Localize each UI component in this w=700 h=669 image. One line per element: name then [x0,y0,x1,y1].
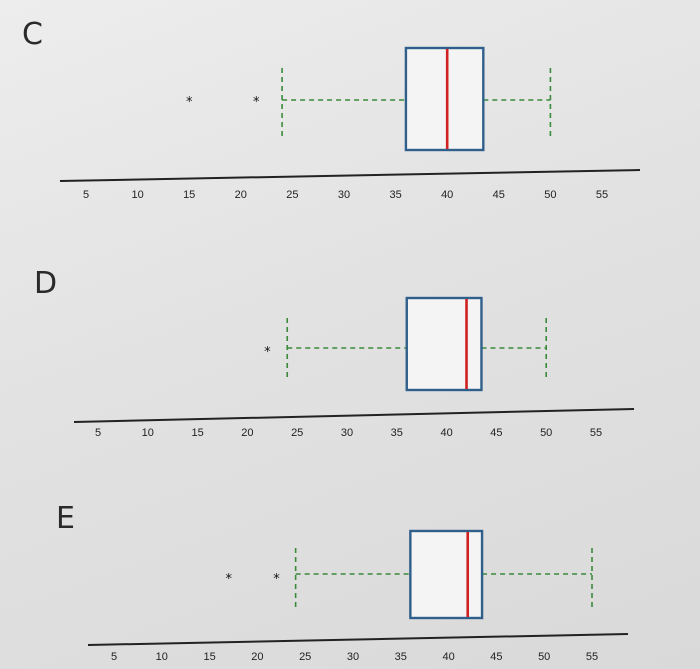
x-tick-label: 50 [538,651,550,663]
x-tick-label: 15 [191,427,203,439]
x-tick-label: 30 [347,651,359,663]
x-tick-label: 30 [341,427,353,439]
outlier-point: * [186,95,193,110]
x-tick-label: 25 [286,189,298,201]
x-tick-label: 10 [131,189,143,201]
x-tick-label: 20 [241,427,253,439]
x-tick-label: 35 [395,651,407,663]
iqr-box [404,46,485,152]
x-tick-label: 10 [156,651,168,663]
x-axis-line [59,169,641,182]
x-tick-label: 30 [338,189,350,201]
x-tick-label: 35 [391,427,403,439]
panel-label: C [22,17,43,52]
x-axis-line [87,633,629,646]
outlier-point: * [273,572,280,587]
x-tick-label: 35 [389,189,401,201]
x-tick-labels: 5 10 15 20 25 30 35 40 45 50 55 [111,651,598,663]
x-tick-label: 45 [490,651,502,663]
x-tick-label: 25 [291,427,303,439]
x-tick-label: 55 [590,427,602,439]
x-tick-label: 40 [441,189,453,201]
x-tick-label: 20 [251,651,263,663]
x-tick-labels: 5 10 15 20 25 30 35 40 45 50 55 [83,189,608,201]
outlier-point: * [264,345,271,360]
x-tick-label: 20 [235,189,247,201]
outlier-point: * [253,95,260,110]
x-tick-labels: 5 10 15 20 25 30 35 40 45 50 55 [95,427,602,439]
panel-c: C 5 10 15 20 25 30 35 40 45 50 55 * * [22,17,641,201]
panel-label: E [56,501,75,536]
panel-d: D 5 10 15 20 25 30 35 40 45 50 55 * [34,266,635,439]
x-tick-label: 25 [299,651,311,663]
boxplot: * * [186,46,552,152]
x-tick-label: 15 [183,189,195,201]
x-tick-label: 10 [142,427,154,439]
x-tick-label: 55 [586,651,598,663]
boxplot: * * [225,529,593,620]
x-tick-label: 50 [540,427,552,439]
x-tick-label: 40 [440,427,452,439]
iqr-box [409,529,484,620]
outlier-point: * [225,572,232,587]
boxplot: * [264,296,548,392]
x-tick-label: 45 [493,189,505,201]
x-tick-label: 50 [544,189,556,201]
x-tick-label: 40 [442,651,454,663]
panel-label: D [34,266,57,301]
x-axis-line [73,408,635,423]
panel-e: E 5 10 15 20 25 30 35 40 45 50 55 * * [56,501,629,663]
x-tick-label: 45 [490,427,502,439]
x-tick-label: 5 [83,189,89,201]
x-tick-label: 5 [111,651,117,663]
x-tick-label: 55 [596,189,608,201]
x-tick-label: 5 [95,427,101,439]
x-tick-label: 15 [203,651,215,663]
iqr-box [405,296,483,392]
